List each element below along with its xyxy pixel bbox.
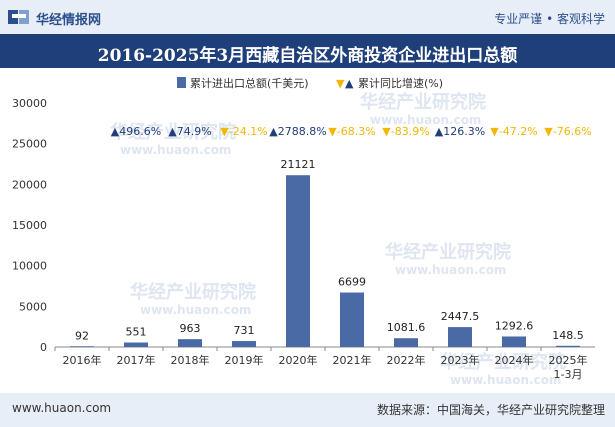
- growth-value: -47.2%: [499, 125, 538, 138]
- bar: [232, 341, 256, 347]
- down-triangle-icon: ▼: [220, 125, 229, 138]
- y-tick-label: 30000: [12, 97, 47, 110]
- growth-value: -24.1%: [229, 125, 268, 138]
- watermark-text: 华经产业研究院: [130, 281, 256, 303]
- site-url: www.huaon.com: [12, 401, 112, 415]
- x-tick-label: 2020年: [279, 353, 318, 367]
- title-bar: [0, 34, 615, 68]
- y-tick-label: 5000: [19, 300, 47, 313]
- watermark-url: www.huaon.com: [370, 113, 481, 127]
- bar-value-label: 551: [126, 326, 147, 339]
- growth-value: 2788.8%: [278, 125, 327, 138]
- growth-value: -68.3%: [337, 125, 376, 138]
- bar-value-label: 92: [75, 329, 89, 342]
- bar-chart: 华经产业研究院www.huaon.com华经产业研究院www.huaon.com…: [12, 76, 595, 387]
- down-triangle-icon: ▼: [490, 125, 499, 138]
- growth-label: ▼-24.1%: [220, 125, 267, 138]
- up-triangle-icon: ▲: [269, 125, 278, 138]
- x-tick-label: 2019年: [225, 353, 264, 367]
- y-tick-label: 10000: [12, 260, 47, 273]
- bar-value-label: 1292.6: [495, 319, 534, 332]
- legend-up-triangle-icon: ▲: [345, 77, 354, 90]
- top-bar: [0, 0, 615, 34]
- huajing-logo-icon: [8, 10, 29, 24]
- down-triangle-icon: ▼: [544, 125, 553, 138]
- bar-value-label: 731: [234, 324, 255, 337]
- watermark-url: www.huaon.com: [395, 263, 506, 277]
- growth-label: ▼-47.2%: [490, 125, 537, 138]
- bar-series: 92 551 963 731 21121 6699 1081.6 2447.5 1292.6 14…: [70, 158, 584, 348]
- legend: 累计进出口总额(千美元) ▼ ▲ 累计同比增速(%): [177, 76, 443, 90]
- x-tick-label: 2025年: [549, 353, 588, 367]
- y-tick-label: 0: [40, 341, 47, 354]
- bar: [448, 327, 472, 347]
- brand-name: 华经情报网: [36, 13, 102, 28]
- growth-label: ▲2788.8%: [269, 125, 326, 138]
- x-axis: 2016年 2017年 2018年 2019年 2020年 2021年 2022年 2023年…: [54, 347, 588, 381]
- data-source: 数据来源：中国海关，华经产业研究院整理: [376, 403, 605, 417]
- bar-value-label: 963: [180, 322, 201, 335]
- bar-value-label: 2447.5: [441, 310, 480, 323]
- slogan: 专业严谨 • 客观科学: [494, 12, 605, 26]
- growth-value: 496.6%: [119, 125, 161, 138]
- growth-value: -83.9%: [391, 125, 430, 138]
- bar: [124, 342, 148, 347]
- growth-value: 126.3%: [443, 125, 485, 138]
- legend-bar-label: 累计进出口总额(千美元): [190, 76, 309, 90]
- x-tick-label: 2016年: [63, 353, 102, 367]
- growth-value: 74.9%: [177, 125, 212, 138]
- y-tick-label: 20000: [12, 178, 47, 191]
- x-tick-label: 2022年: [387, 353, 426, 367]
- up-triangle-icon: ▲: [111, 125, 120, 138]
- growth-series: ▲496.6% ▲74.9% ▼-24.1% ▲2788.8% ▼-68.3% ▼-83.…: [111, 125, 592, 138]
- x-tick-label: 2018年: [171, 353, 210, 367]
- watermark-text: 华经产业研究院: [110, 121, 236, 143]
- bar: [286, 175, 310, 347]
- watermark-url: www.huaon.com: [140, 303, 251, 317]
- bar: [394, 338, 418, 347]
- watermark-layer: 华经产业研究院www.huaon.com华经产业研究院www.huaon.com…: [110, 91, 566, 387]
- footer-bar: [0, 393, 615, 427]
- growth-label: ▼-76.6%: [544, 125, 591, 138]
- legend-bar-swatch: [177, 77, 186, 88]
- growth-label: ▼-68.3%: [328, 125, 375, 138]
- x-tick-label: 2021年: [333, 353, 372, 367]
- growth-label: ▲74.9%: [168, 125, 211, 138]
- bar: [340, 292, 364, 347]
- legend-down-triangle-icon: ▼: [336, 77, 345, 90]
- x-tick-label: 1-3月: [554, 368, 583, 381]
- watermark-url: www.huaon.com: [450, 373, 561, 387]
- bar-value-label: 1081.6: [387, 321, 426, 334]
- x-tick-label: 2017年: [117, 353, 156, 367]
- bar-value-label: 148.5: [552, 329, 584, 342]
- up-triangle-icon: ▲: [168, 125, 177, 138]
- bar: [178, 339, 202, 347]
- growth-value: -76.6%: [553, 125, 592, 138]
- growth-label: ▲496.6%: [111, 125, 161, 138]
- bar: [502, 336, 526, 347]
- x-tick-label: 2023年: [441, 353, 480, 367]
- x-tick-label: 2024年: [495, 353, 534, 367]
- bar: [70, 346, 94, 348]
- bar-value-label: 6699: [338, 276, 366, 289]
- down-triangle-icon: ▼: [382, 125, 391, 138]
- watermark-text: 华经产业研究院: [440, 351, 566, 373]
- watermark-text: 华经产业研究院: [360, 91, 486, 113]
- bar: [556, 345, 580, 347]
- y-tick-label: 25000: [12, 138, 47, 151]
- up-triangle-icon: ▲: [435, 125, 444, 138]
- down-triangle-icon: ▼: [328, 125, 337, 138]
- growth-label: ▲126.3%: [435, 125, 485, 138]
- y-tick-label: 15000: [12, 219, 47, 232]
- legend-growth-label: 累计同比增速(%): [358, 76, 443, 90]
- watermark-url: www.huaon.com: [120, 143, 231, 157]
- bar-value-label: 21121: [281, 158, 316, 171]
- watermark-text: 华经产业研究院: [385, 241, 511, 263]
- chart-title: 2016-2025年3月西藏自治区外商投资企业进出口总额: [97, 46, 518, 66]
- y-axis: 0 5000 10000 15000 20000 25000 30000: [12, 97, 595, 354]
- growth-label: ▼-83.9%: [382, 125, 429, 138]
